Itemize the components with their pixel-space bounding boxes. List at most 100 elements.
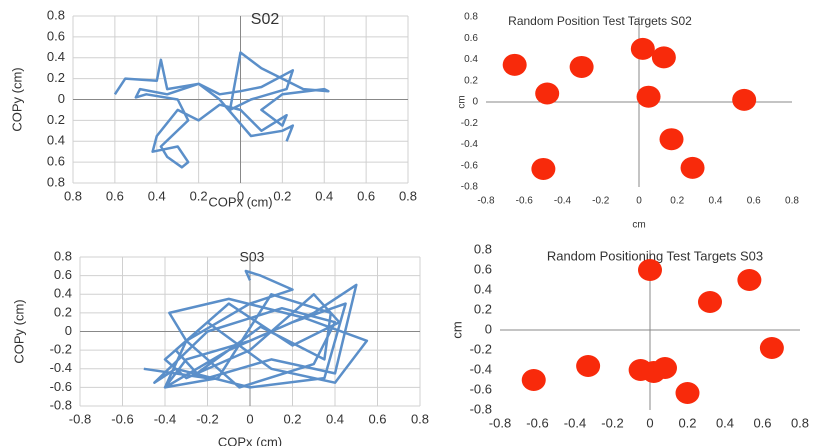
x-tick-label: 0.2 — [283, 411, 301, 426]
x-tick-label: 0.8 — [791, 415, 809, 430]
x-tick-label: 0.2 — [190, 188, 208, 203]
y-tick-label: -0.4 — [50, 360, 72, 375]
x-tick-label: 0.8 — [64, 188, 82, 203]
target-marker — [630, 37, 655, 60]
x-tick-label: 0.2 — [670, 196, 684, 207]
x-tick-label: -0.8 — [489, 415, 511, 430]
x-tick-label: -0.2 — [196, 411, 218, 426]
target-marker — [535, 82, 560, 105]
x-axis-label: COPx (cm) — [208, 194, 272, 209]
y-tick-label: 0.8 — [474, 241, 492, 256]
x-tick-label: -0.4 — [154, 411, 176, 426]
x-tick-label: -0.8 — [69, 411, 91, 426]
chart-title: S02 — [251, 11, 280, 28]
target-marker — [638, 259, 662, 281]
y-tick-label: 0 — [485, 321, 492, 336]
y-tick-label: 0.8 — [54, 248, 72, 263]
y-axis-label: COPy (cm) — [9, 67, 24, 131]
target-marker — [653, 357, 677, 379]
x-tick-label: 0.2 — [273, 188, 291, 203]
x-axis-label: COPx (cm) — [218, 434, 282, 446]
x-tick-label: 0.4 — [716, 415, 734, 430]
x-tick-label: 0.6 — [357, 188, 375, 203]
y-axis-label: cm — [449, 321, 464, 338]
y-tick-label: -0.4 — [470, 361, 492, 376]
chart-title: S03 — [240, 249, 265, 265]
x-tick-label: 0.6 — [753, 415, 771, 430]
x-tick-label: -0.8 — [477, 196, 495, 207]
target-marker — [502, 53, 527, 76]
chart-title: Random Position Test Targets S02 — [508, 14, 692, 28]
target-marker — [759, 337, 784, 359]
y-tick-label: 0.6 — [464, 33, 478, 44]
y-tick-label: -0.2 — [461, 118, 479, 129]
y-tick-label: -0.2 — [50, 342, 72, 357]
y-tick-label: 0.6 — [474, 261, 492, 276]
y-tick-label: -0.6 — [470, 381, 492, 396]
target-marker — [675, 382, 700, 404]
y-axis-label: cm — [457, 95, 468, 108]
x-tick-label: 0.6 — [106, 188, 124, 203]
x-tick-label: 0.4 — [709, 196, 723, 207]
x-tick-label: 0.6 — [747, 196, 761, 207]
target-marker — [732, 88, 757, 111]
target-marker — [659, 128, 684, 151]
target-marker — [651, 46, 676, 69]
y-tick-label: -0.6 — [461, 160, 479, 171]
target-marker — [531, 157, 556, 180]
x-tick-label: 0.6 — [368, 411, 386, 426]
y-tick-label: -0.2 — [470, 341, 492, 356]
cop-trace — [113, 51, 330, 169]
target-marker — [698, 291, 722, 313]
target-marker — [737, 269, 762, 291]
y-tick-label: -0.6 — [50, 379, 72, 394]
y-tick-label: 0.2 — [47, 70, 65, 85]
x-axis-label: cm — [632, 220, 645, 231]
x-tick-label: 0 — [237, 188, 244, 203]
y-tick-label: 0.4 — [464, 54, 478, 65]
cop-trace — [143, 269, 369, 389]
x-tick-label: -0.2 — [592, 196, 610, 207]
x-tick-label: 0.2 — [678, 415, 696, 430]
x-tick-label: -0.6 — [111, 411, 133, 426]
x-tick-label: 0.4 — [326, 411, 344, 426]
target-marker — [576, 355, 601, 377]
y-tick-label: -0.4 — [461, 139, 479, 150]
target-marker — [680, 156, 705, 179]
y-tick-label: 0.2 — [474, 301, 492, 316]
x-tick-label: 0.8 — [785, 196, 799, 207]
x-tick-label: 0.4 — [315, 188, 333, 203]
target-marker — [636, 85, 661, 108]
y-tick-label: 0.2 — [47, 112, 65, 127]
y-tick-label: 0.4 — [47, 133, 65, 148]
x-tick-label: -0.4 — [564, 415, 586, 430]
y-tick-label: 0.8 — [47, 174, 65, 189]
chart-title: Random Positioning Test Targets S03 — [547, 248, 763, 263]
y-tick-label: 0 — [65, 323, 72, 338]
x-tick-label: -0.6 — [516, 196, 534, 207]
y-tick-label: 0.8 — [464, 12, 478, 23]
x-tick-label: -0.2 — [601, 415, 623, 430]
y-tick-label: 0.6 — [54, 267, 72, 282]
y-tick-label: -0.8 — [50, 397, 72, 412]
y-tick-label: 0.8 — [47, 7, 65, 22]
y-axis-label: COPy (cm) — [11, 299, 26, 363]
y-tick-label: 0.4 — [54, 286, 72, 301]
target-marker — [569, 55, 594, 78]
y-tick-label: 0.4 — [47, 49, 65, 64]
x-tick-label: 0.8 — [411, 411, 429, 426]
y-tick-label: -0.8 — [470, 401, 492, 416]
y-tick-label: 0.4 — [474, 281, 492, 296]
x-tick-label: 0 — [246, 411, 253, 426]
x-tick-label: 0.4 — [148, 188, 166, 203]
x-tick-label: 0.8 — [399, 188, 417, 203]
target-marker — [521, 369, 546, 391]
y-tick-label: 0.6 — [47, 28, 65, 43]
x-tick-label: 0 — [646, 415, 653, 430]
y-tick-label: 0.2 — [464, 75, 478, 86]
y-tick-label: 0 — [472, 97, 478, 108]
x-tick-label: -0.6 — [526, 415, 548, 430]
y-tick-label: 0 — [58, 91, 65, 106]
y-tick-label: 0.6 — [47, 154, 65, 169]
y-tick-label: -0.8 — [461, 182, 479, 193]
